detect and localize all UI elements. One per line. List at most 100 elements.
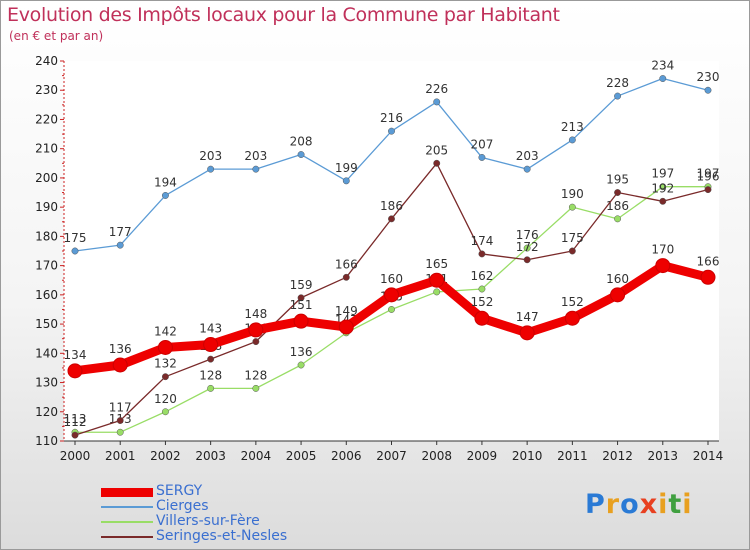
data-label-cierges: 213	[561, 120, 584, 134]
proxiti-logo: Proxiti	[585, 489, 693, 520]
legend-swatch-cierges	[101, 506, 153, 508]
data-label-cierges: 175	[64, 231, 87, 245]
data-point-seringes-et-nesles	[71, 431, 79, 439]
data-point-seringes-et-nesles	[478, 250, 486, 258]
x-tick-label: 2014	[693, 449, 724, 463]
data-label-cierges: 207	[470, 137, 493, 151]
x-tick-label: 2004	[241, 449, 272, 463]
data-point-sergy	[338, 319, 354, 335]
logo-letter: t	[668, 489, 683, 520]
data-label-sergy: 142	[154, 324, 177, 338]
data-point-villers-sur-f-re	[478, 285, 486, 293]
x-tick-label: 2012	[602, 449, 633, 463]
data-point-sergy	[519, 325, 535, 341]
data-point-seringes-et-nesles	[388, 215, 395, 223]
data-point-seringes-et-nesles	[342, 273, 350, 281]
data-label-villers-sur-f-re: 190	[561, 187, 584, 201]
data-label-villers-sur-f-re: 113	[64, 412, 87, 426]
data-point-sergy	[564, 310, 580, 326]
data-point-seringes-et-nesles	[297, 294, 305, 302]
data-point-sergy	[384, 287, 399, 303]
data-label-sergy: 152	[470, 295, 493, 309]
data-point-cierges	[614, 92, 622, 100]
legend-label-sergy: SERGY	[156, 483, 203, 499]
data-point-cierges	[568, 136, 576, 144]
x-tick-label: 2008	[421, 449, 452, 463]
y-tick-label: 130	[35, 376, 58, 390]
logo-letter: r	[605, 489, 621, 520]
y-tick-label: 190	[35, 200, 58, 214]
y-tick-label: 230	[35, 83, 58, 97]
data-point-seringes-et-nesles	[161, 373, 169, 381]
data-point-cierges	[252, 165, 260, 173]
data-point-seringes-et-nesles	[252, 338, 260, 346]
data-point-seringes-et-nesles	[568, 247, 576, 255]
data-point-seringes-et-nesles	[614, 189, 622, 196]
legend-swatch-sergy	[101, 488, 153, 497]
data-point-villers-sur-f-re	[161, 408, 169, 416]
y-tick-label: 210	[35, 142, 58, 156]
data-label-seringes-et-nesles: 192	[651, 181, 674, 195]
data-label-cierges: 234	[651, 59, 674, 73]
legend-swatch-seringes	[101, 536, 153, 538]
data-point-cierges	[704, 86, 712, 94]
data-label-sergy: 160	[606, 272, 629, 286]
data-label-sergy: 152	[561, 295, 584, 309]
data-point-sergy	[474, 310, 490, 326]
data-label-villers-sur-f-re: 136	[290, 345, 313, 359]
y-tick-label: 200	[35, 171, 58, 185]
data-point-sergy	[655, 258, 671, 274]
data-point-sergy	[700, 269, 716, 285]
data-label-villers-sur-f-re: 176	[516, 228, 539, 242]
data-label-cierges: 216	[380, 111, 403, 125]
data-label-cierges: 203	[516, 149, 539, 163]
legend-label-seringes: Seringes-et-Nesles	[156, 528, 288, 544]
data-point-villers-sur-f-re	[207, 384, 215, 392]
data-label-seringes-et-nesles: 186	[380, 199, 403, 213]
x-tick-label: 2005	[286, 449, 317, 463]
data-label-cierges: 199	[335, 161, 358, 175]
data-label-villers-sur-f-re: 186	[606, 199, 629, 213]
data-label-villers-sur-f-re: 128	[199, 368, 222, 382]
data-label-seringes-et-nesles: 112	[64, 415, 87, 429]
data-label-seringes-et-nesles: 117	[109, 401, 132, 415]
data-label-cierges: 203	[199, 149, 222, 163]
x-tick-label: 2002	[150, 449, 181, 463]
y-tick-label: 170	[35, 259, 58, 273]
data-label-villers-sur-f-re: 197	[651, 167, 674, 181]
data-label-sergy: 149	[335, 304, 358, 318]
data-label-villers-sur-f-re: 120	[154, 392, 177, 406]
x-tick-label: 2006	[331, 449, 362, 463]
legend-label-villers: Villers-sur-Fère	[156, 513, 260, 529]
y-tick-label: 140	[35, 346, 58, 360]
data-point-sergy	[429, 272, 445, 288]
data-label-villers-sur-f-re: 197	[697, 167, 720, 181]
data-label-cierges: 226	[425, 82, 448, 96]
data-label-sergy: 165	[425, 257, 448, 271]
data-label-sergy: 170	[651, 243, 674, 257]
data-point-cierges	[478, 154, 486, 161]
data-point-villers-sur-f-re	[252, 384, 260, 392]
x-tick-label: 2009	[467, 449, 498, 463]
x-tick-label: 2000	[60, 449, 91, 463]
data-point-villers-sur-f-re	[568, 203, 576, 211]
data-point-villers-sur-f-re	[523, 244, 531, 252]
data-label-seringes-et-nesles: 175	[561, 231, 584, 245]
y-tick-label: 220	[35, 112, 58, 126]
data-point-sergy	[203, 337, 219, 353]
data-point-sergy	[293, 313, 309, 329]
data-point-villers-sur-f-re	[433, 288, 441, 296]
data-label-seringes-et-nesles: 174	[470, 234, 493, 248]
data-label-sergy: 134	[64, 348, 87, 362]
y-tick-label: 120	[35, 405, 58, 419]
data-point-cierges	[207, 165, 215, 173]
data-point-cierges	[116, 241, 124, 249]
data-point-villers-sur-f-re	[116, 428, 124, 436]
x-tick-label: 2013	[648, 449, 679, 463]
data-label-cierges: 208	[290, 135, 313, 149]
x-tick-label: 2001	[105, 449, 136, 463]
logo-letter: i	[658, 489, 669, 520]
data-point-seringes-et-nesles	[207, 355, 215, 363]
